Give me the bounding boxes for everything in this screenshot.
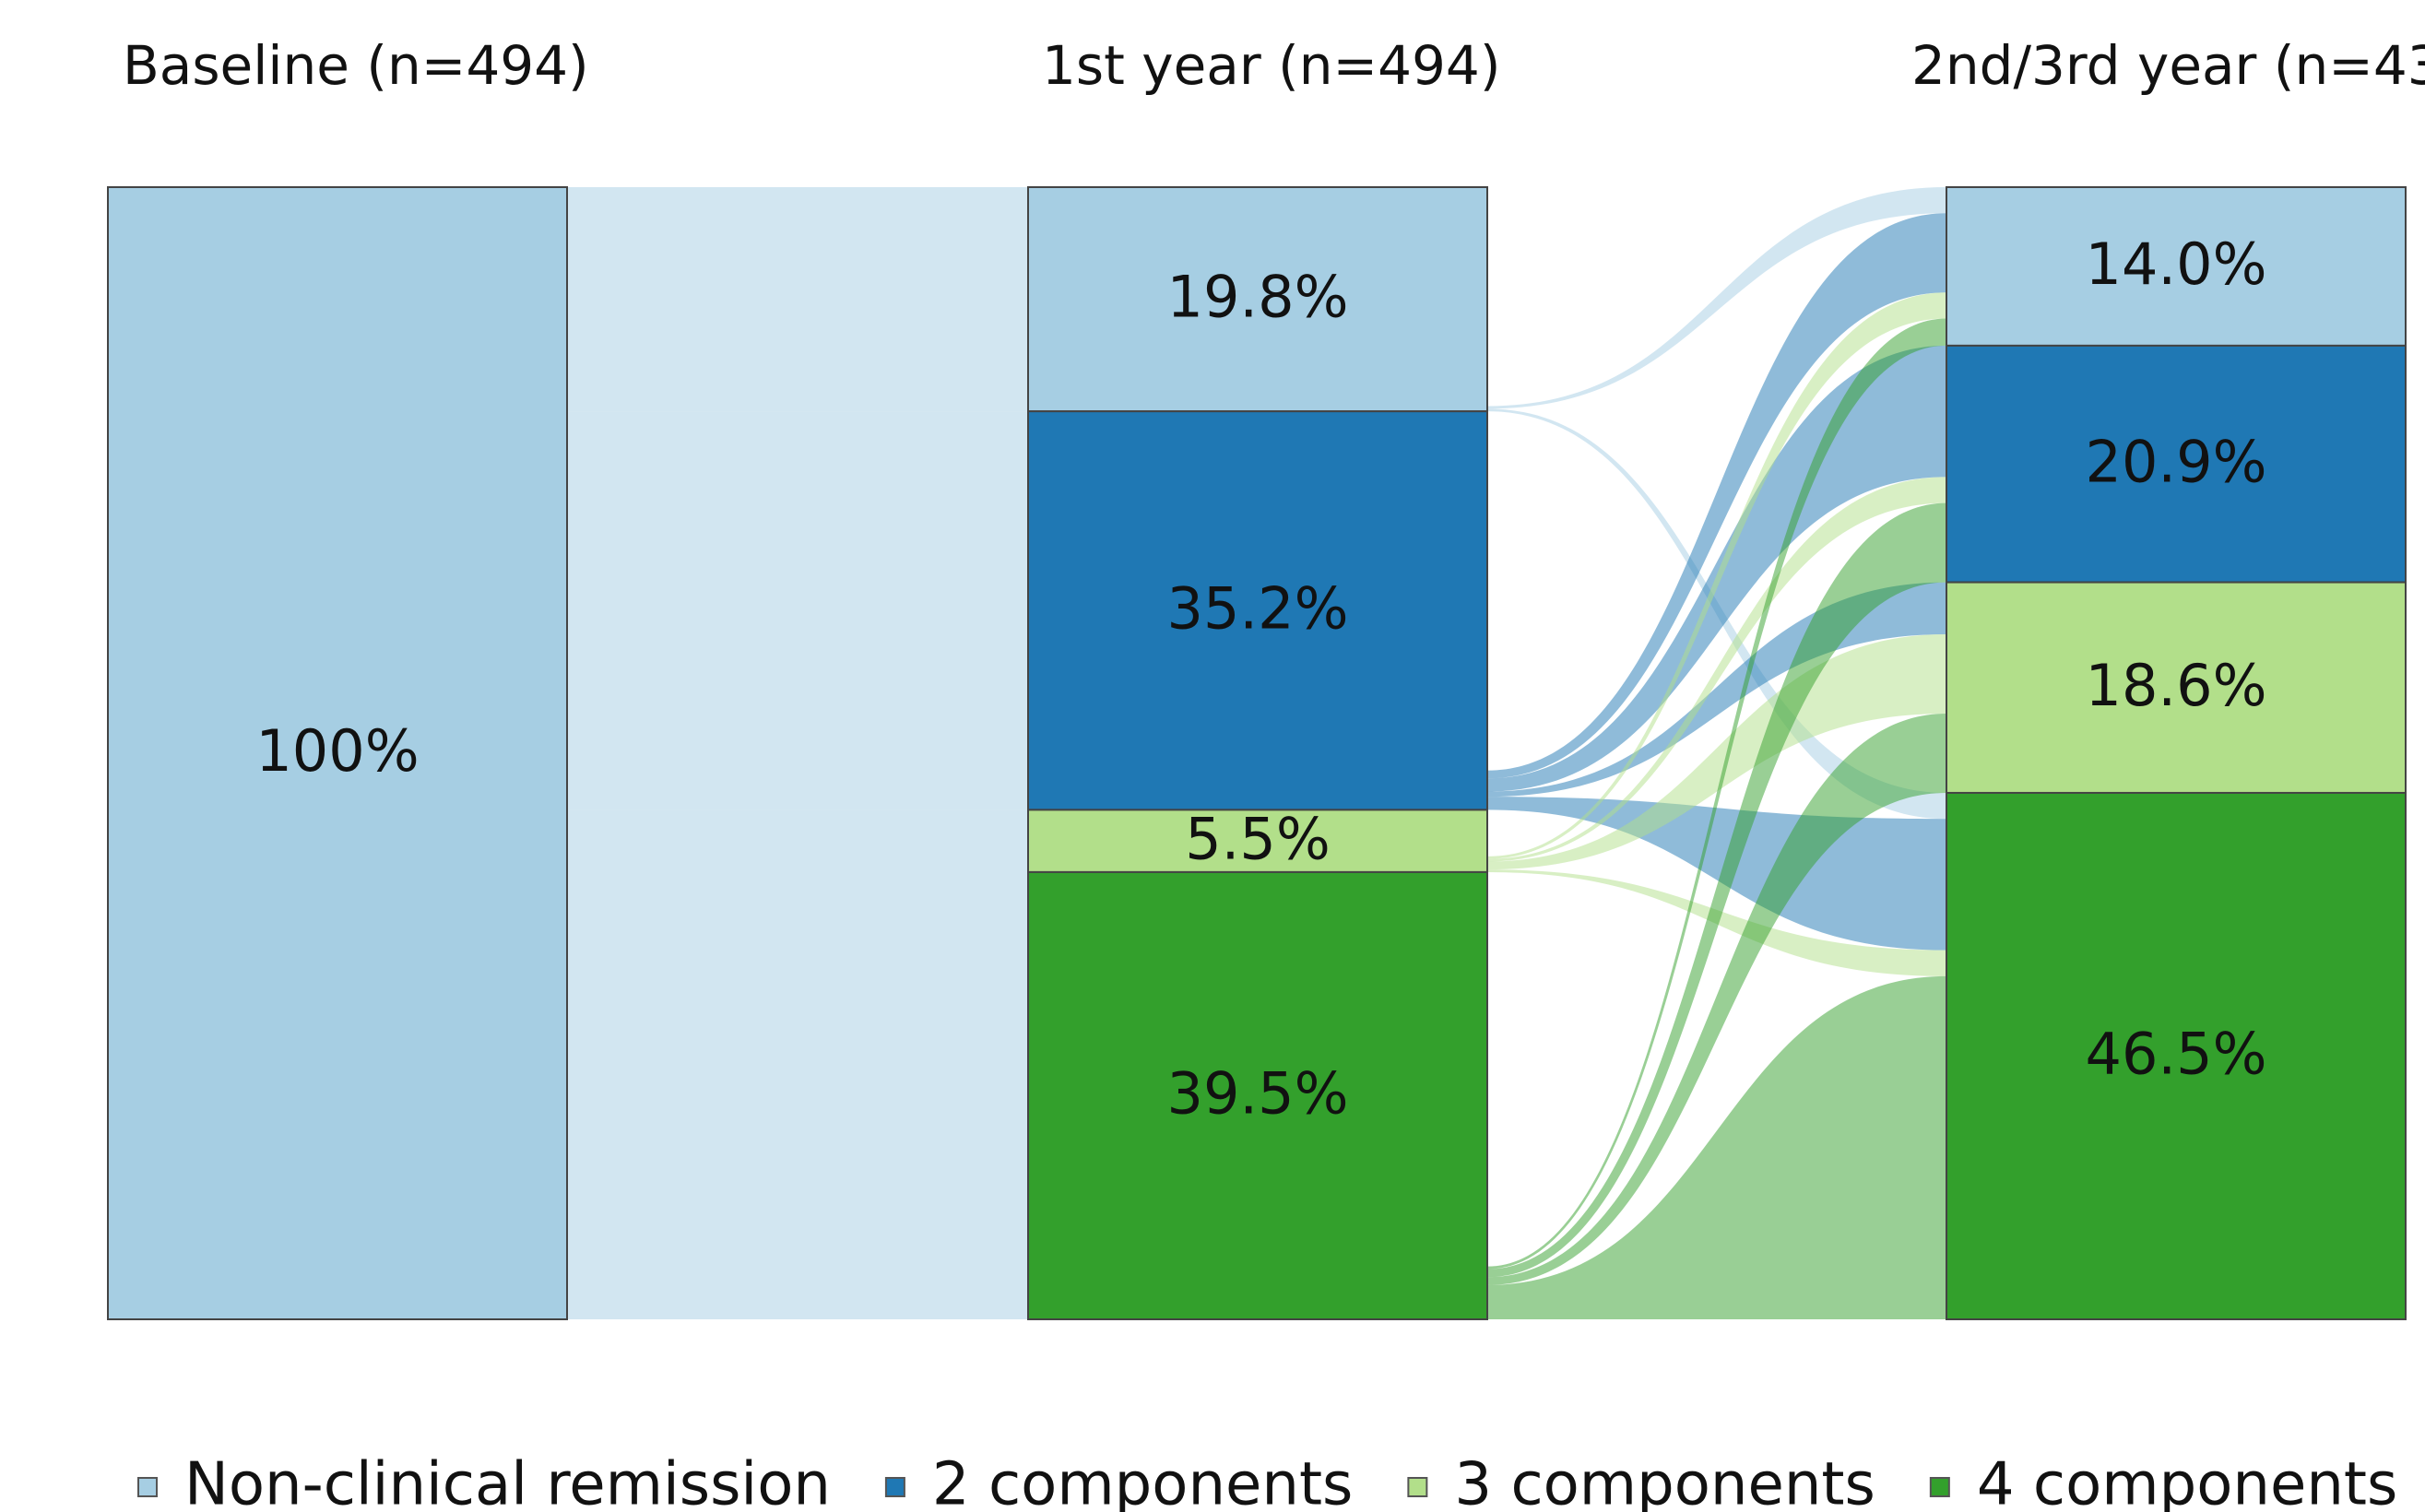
- segment-label: 18.6%: [2086, 652, 2267, 719]
- flow: [1487, 477, 1946, 862]
- flow: [1487, 714, 1946, 1285]
- flow: [1487, 213, 1946, 779]
- flow: [567, 411, 1028, 810]
- legend: Non-clinical remission 2 components 3 comp…: [137, 1451, 2397, 1512]
- legend-swatch: [137, 1477, 158, 1497]
- bar-segment: [107, 186, 568, 1320]
- stage-title: 1st year (n=494): [1042, 34, 1500, 97]
- legend-label: 4 components: [1977, 1451, 2397, 1512]
- stage-title: Baseline (n=494): [123, 34, 589, 97]
- flow: [567, 871, 1028, 1319]
- flow: [567, 809, 1028, 872]
- stage-title: 2nd/3rd year (n=43): [1911, 34, 2425, 97]
- flow: [1487, 318, 1946, 1270]
- segment-label: 20.9%: [2086, 428, 2267, 495]
- flow: [567, 187, 1028, 412]
- segment-label: 14.0%: [2086, 230, 2267, 298]
- flow: [1487, 187, 1946, 409]
- bar-segment: [1027, 186, 1488, 413]
- legend-label: 3 components: [1454, 1451, 1875, 1512]
- segment-label: 39.5%: [1167, 1060, 1349, 1128]
- flow: [1487, 292, 1946, 859]
- flows: [567, 187, 1946, 1319]
- legend-swatch: [1929, 1477, 1950, 1497]
- bar-segment: [1027, 410, 1488, 811]
- segment-label: 19.8%: [1167, 264, 1349, 331]
- bar-segment: [1027, 809, 1488, 873]
- bars: 100% 19.8% 35.2% 5.5% 39.5% 14.0% 20.9% 18.6% 46…: [107, 186, 2407, 1320]
- segment-label: 35.2%: [1167, 574, 1349, 642]
- bar-segment: [1946, 186, 2407, 347]
- segment-label: 100%: [255, 717, 419, 785]
- bar-segment: [1946, 581, 2407, 794]
- legend-label: Non-clinical remission: [184, 1451, 831, 1512]
- flow: [1487, 975, 1946, 1319]
- segment-label: 5.5%: [1185, 805, 1331, 872]
- flow: [1487, 502, 1946, 1278]
- flow: [1487, 634, 1946, 870]
- legend-label: 2 components: [932, 1451, 1353, 1512]
- legend-swatch: [1407, 1477, 1428, 1497]
- bar-segment: [1027, 870, 1488, 1320]
- bar-segment: [1946, 344, 2407, 584]
- bar-segment: [1946, 791, 2407, 1320]
- flow: [1487, 345, 1946, 792]
- segment-label: 46.5%: [2086, 1021, 2267, 1088]
- legend-swatch: [884, 1477, 905, 1497]
